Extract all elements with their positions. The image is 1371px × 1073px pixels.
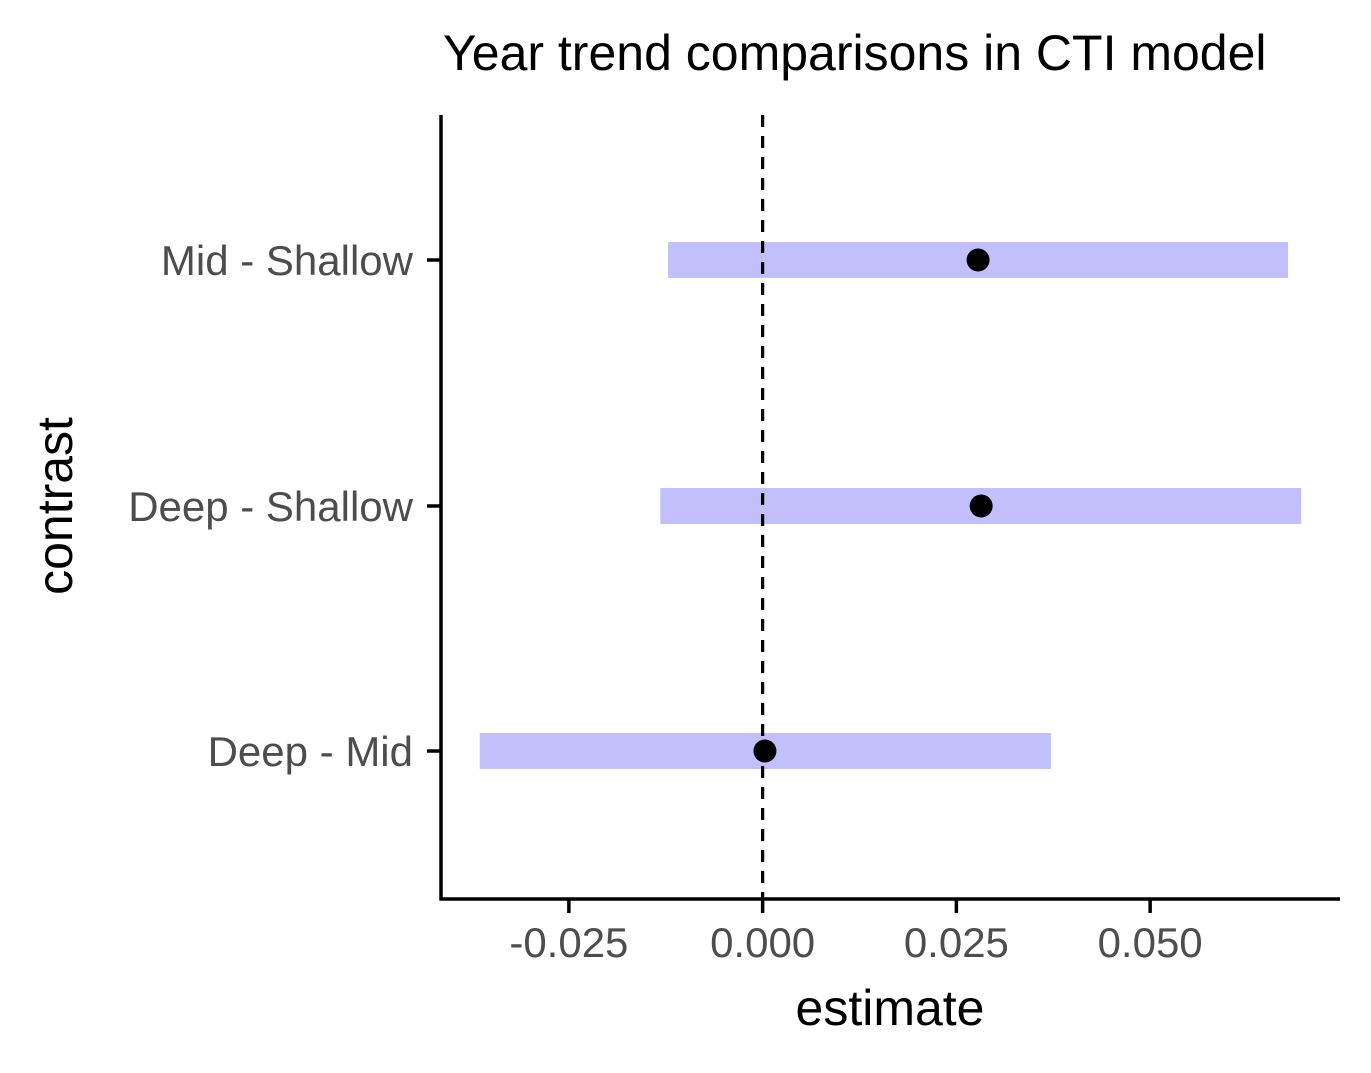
estimate-point (753, 739, 777, 763)
y-axis-title: contrast (27, 417, 83, 595)
y-tick-label: Mid - Shallow (161, 237, 414, 284)
x-tick-label: 0.050 (1098, 919, 1203, 966)
estimate-point (969, 494, 993, 518)
x-axis-title: estimate (796, 980, 985, 1036)
x-tick-label: -0.025 (509, 919, 628, 966)
x-tick-label: 0.000 (710, 919, 815, 966)
chart-title: Year trend comparisons in CTI model (443, 25, 1267, 81)
x-tick-label: 0.025 (904, 919, 1009, 966)
plot-layer: Mid - Shallow Deep - Shallow Deep - Mid -0.… (128, 115, 1340, 966)
y-tick-label: Deep - Shallow (128, 483, 413, 530)
y-tick-label: Deep - Mid (208, 728, 413, 775)
estimate-point (966, 248, 990, 272)
